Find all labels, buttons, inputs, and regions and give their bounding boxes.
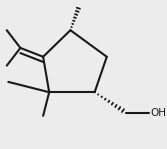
Text: OH: OH (150, 108, 166, 118)
